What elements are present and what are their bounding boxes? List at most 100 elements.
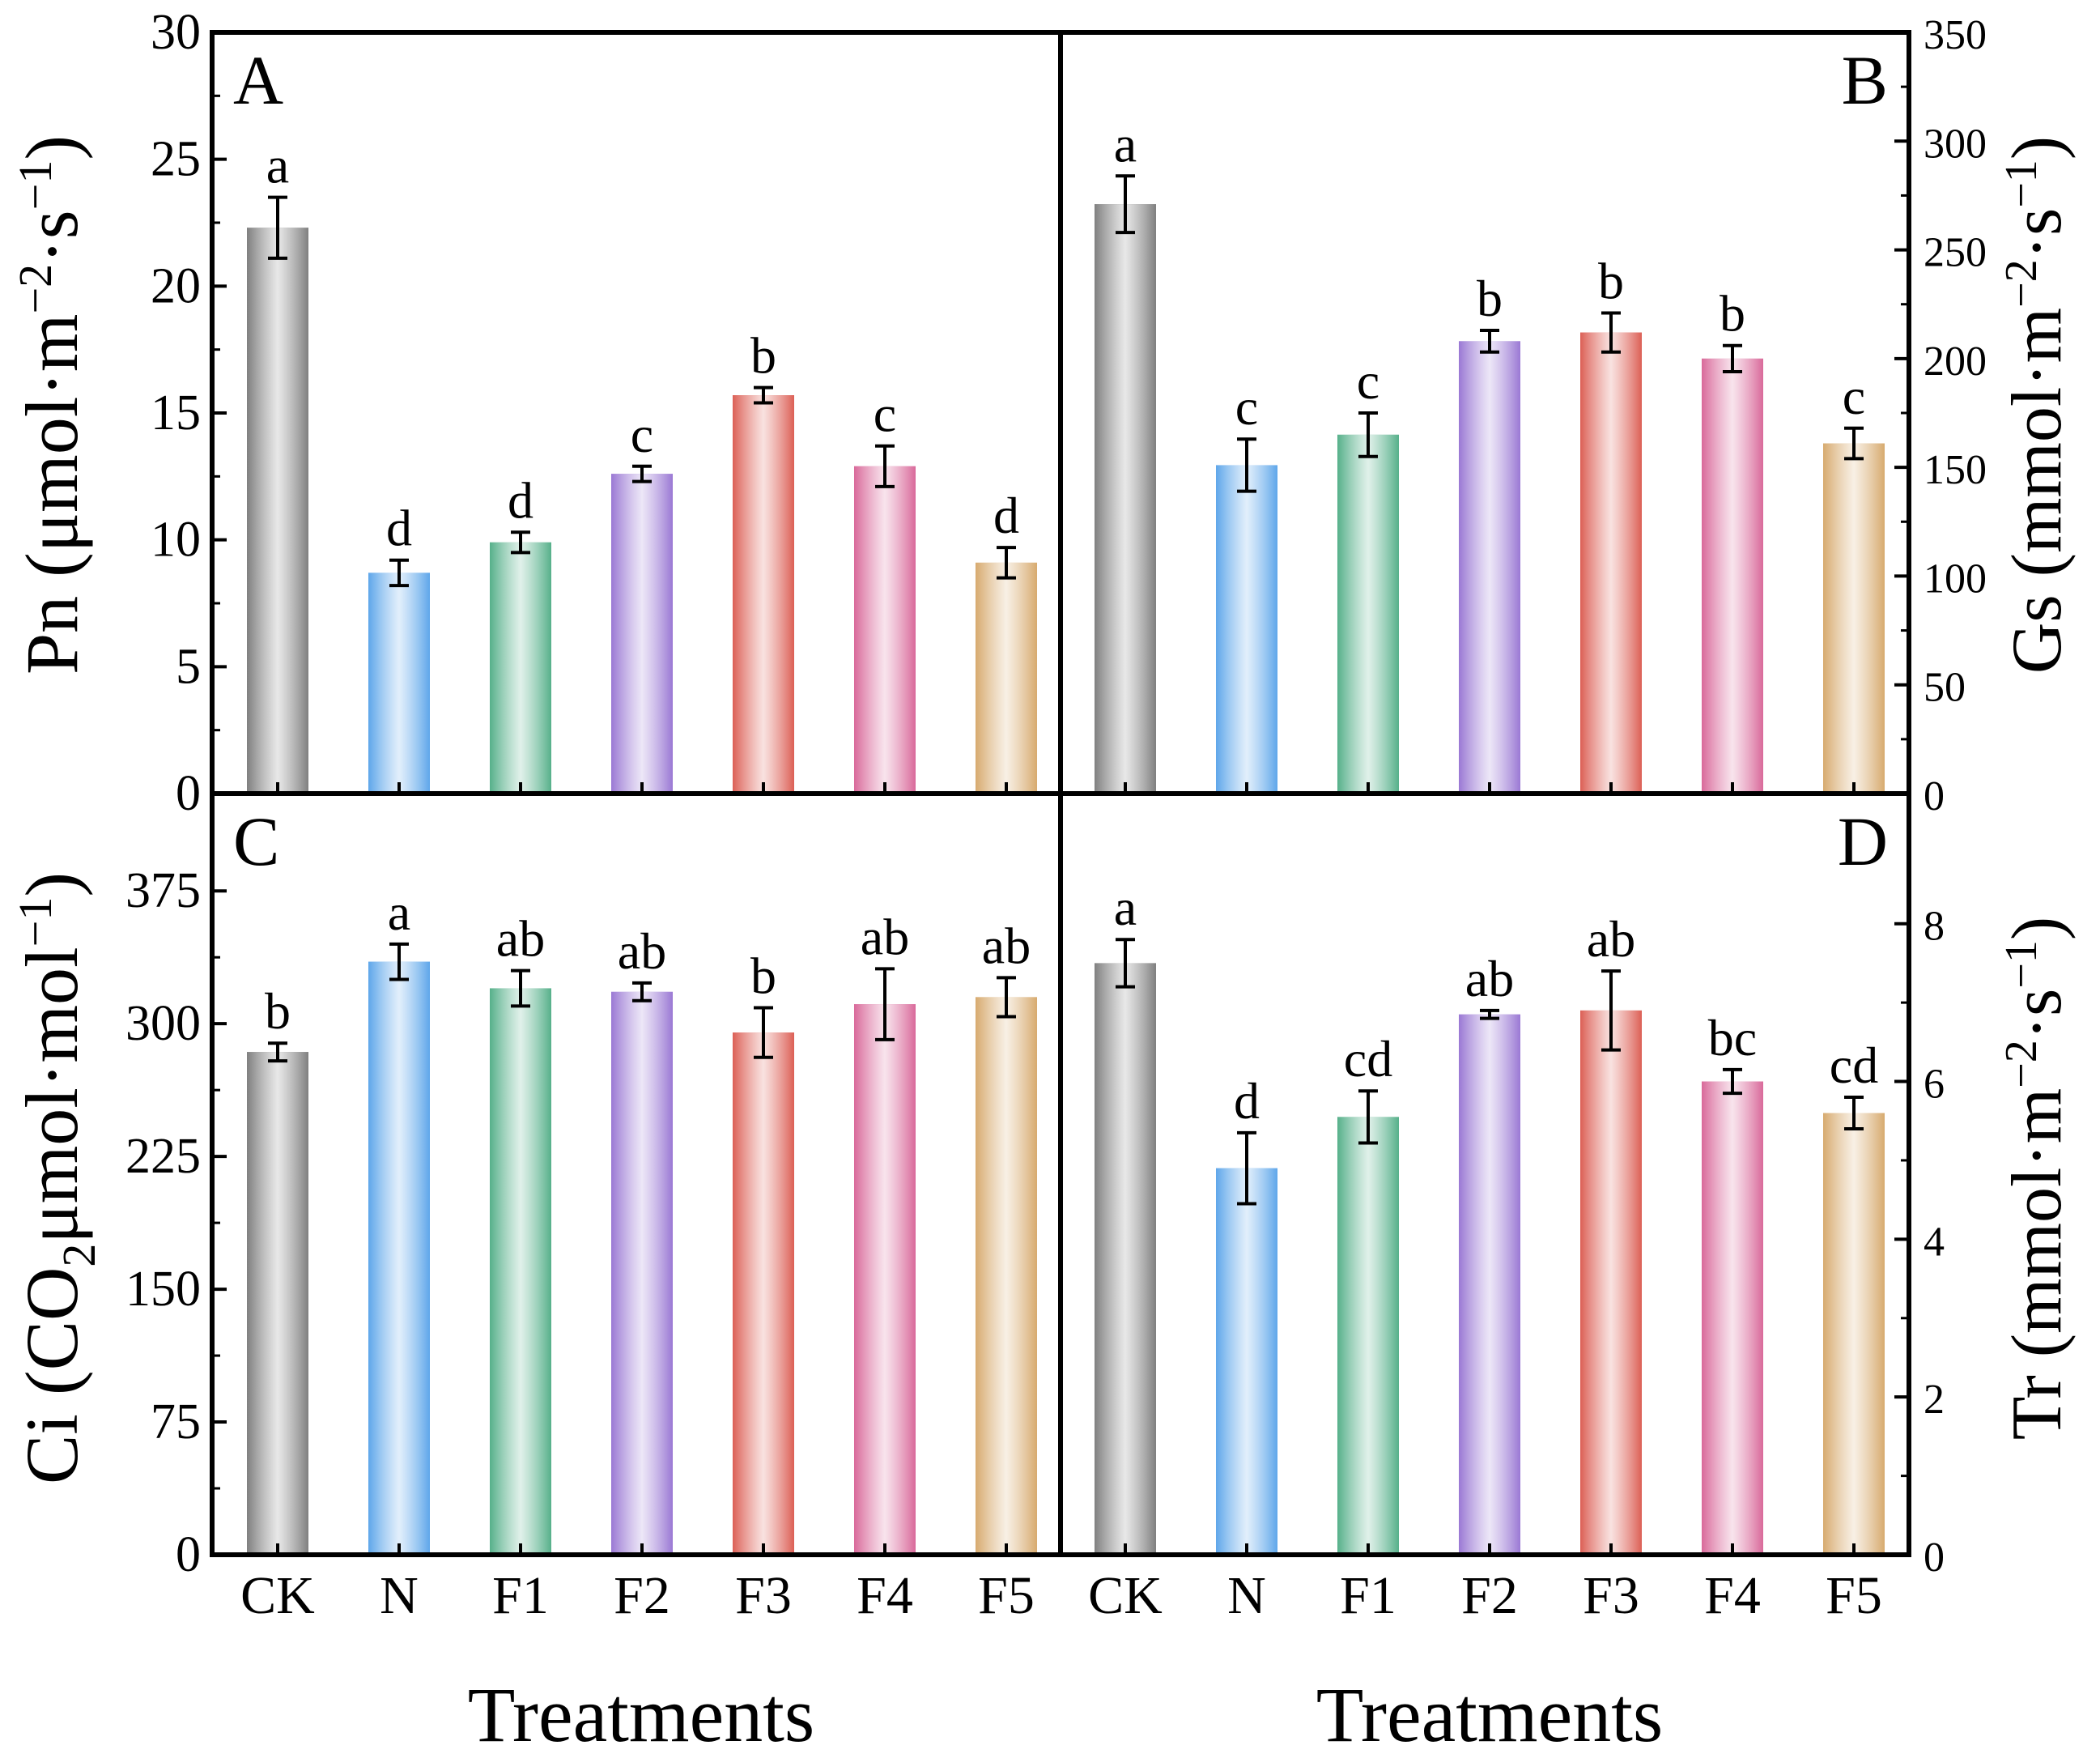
- significance-letter: ab: [861, 908, 909, 965]
- ytick-label: 100: [1924, 555, 1987, 602]
- bar-highlight: [247, 228, 308, 794]
- bar-highlight: [611, 474, 673, 794]
- ytick-label: 2: [1924, 1377, 1945, 1423]
- ytick-label: 8: [1924, 904, 1945, 950]
- ytick-label: 150: [1924, 447, 1987, 493]
- ytick-label: 0: [1924, 1535, 1945, 1581]
- bar-highlight: [1580, 332, 1642, 794]
- xtick-label: CK: [1088, 1566, 1163, 1625]
- significance-letter: bc: [1708, 1009, 1757, 1066]
- panel-d: 0 2 4 6 8 a CK d Ncd F1 ab F2 ab F3 bc F4 cd F5 D: [1088, 802, 1945, 1625]
- ytick-label: 15: [151, 385, 201, 441]
- bar-highlight: [1702, 1081, 1763, 1555]
- ytick-label: 0: [176, 1527, 201, 1582]
- ylabel-panel-a: Pn (μmol·m−2·s−1): [9, 135, 93, 675]
- ylabel-panel-c: Ci (CO2μmol·mol−1): [9, 872, 105, 1484]
- significance-letter: c: [631, 406, 653, 463]
- ytick-label: 350: [1924, 12, 1987, 58]
- significance-letter: b: [750, 947, 776, 1005]
- ytick-label: 50: [1924, 665, 1966, 711]
- ytick-label: 10: [151, 513, 201, 568]
- xtick-label: F2: [614, 1566, 670, 1625]
- significance-letter: a: [1114, 879, 1137, 936]
- bar-highlight: [490, 988, 551, 1555]
- bar-highlight: [1216, 1168, 1277, 1555]
- xtick-label: CK: [240, 1566, 315, 1625]
- ytick-label: 300: [1924, 121, 1987, 167]
- bar-highlight: [976, 997, 1037, 1555]
- ytick-label: 0: [1924, 773, 1945, 819]
- significance-letter: d: [1234, 1072, 1260, 1130]
- bar-highlight: [1459, 341, 1520, 794]
- ytick-label: 300: [125, 996, 201, 1051]
- bar-highlight: [1702, 358, 1763, 794]
- significance-letter: d: [386, 500, 412, 557]
- significance-letter: c: [874, 385, 896, 443]
- significance-letter: b: [750, 327, 776, 385]
- significance-letter: a: [388, 883, 410, 941]
- ylabel-panel-d: Tr (mmol·m−2·s−1): [1996, 917, 2077, 1440]
- bar-highlight: [247, 1052, 308, 1555]
- ytick-label: 250: [1924, 230, 1987, 276]
- significance-letter: c: [1357, 352, 1379, 410]
- bar-highlight: [368, 961, 430, 1555]
- significance-letter: a: [1114, 115, 1137, 172]
- bar-highlight: [611, 991, 673, 1555]
- xtick-label: F5: [978, 1566, 1035, 1625]
- bar-highlight: [368, 573, 430, 794]
- significance-letter: cd: [1344, 1030, 1392, 1088]
- significance-letter: a: [266, 137, 289, 194]
- significance-letter: c: [1235, 378, 1258, 436]
- bar-highlight: [733, 1032, 794, 1555]
- ytick-label: 375: [125, 863, 201, 918]
- ytick-label: 20: [151, 258, 201, 313]
- ytick-label: 0: [176, 766, 201, 821]
- ytick-label: 4: [1924, 1219, 1945, 1265]
- panel-label: C: [233, 802, 279, 880]
- xlabel-right: Treatments: [1316, 1671, 1663, 1758]
- ytick-label: 25: [151, 132, 201, 187]
- significance-letter: ab: [1465, 950, 1514, 1007]
- significance-letter: ab: [496, 910, 545, 968]
- xtick-label: N: [380, 1566, 419, 1625]
- xtick-label: F1: [492, 1566, 549, 1625]
- panel-label: D: [1838, 802, 1888, 880]
- significance-letter: b: [1477, 270, 1503, 327]
- bar-highlight: [854, 466, 916, 794]
- ytick-label: 225: [125, 1129, 201, 1184]
- significance-letter: c: [1843, 368, 1865, 425]
- panel-b: 0 50 100 150 200 250 300 350 a c c b b b c B: [1095, 12, 1987, 819]
- xtick-label: F4: [1704, 1566, 1761, 1625]
- significance-letter: d: [508, 471, 534, 529]
- ylabel-panel-b: Gs (mmol·m−2·s−1): [1996, 136, 2077, 674]
- significance-letter: cd: [1830, 1036, 1878, 1094]
- significance-letter: ab: [618, 922, 666, 980]
- xtick-label: F5: [1826, 1566, 1882, 1625]
- bar-highlight: [1580, 1010, 1642, 1555]
- xtick-label: F3: [735, 1566, 792, 1625]
- significance-letter: b: [265, 982, 291, 1040]
- xtick-label: F2: [1461, 1566, 1518, 1625]
- bar-highlight: [1823, 443, 1885, 794]
- ytick-label: 5: [176, 639, 201, 694]
- significance-letter: d: [993, 487, 1019, 544]
- bar-highlight: [733, 395, 794, 794]
- xtick-label: F4: [857, 1566, 913, 1625]
- bar-highlight: [1459, 1014, 1520, 1555]
- bar-highlight: [854, 1004, 916, 1555]
- bar-highlight: [1823, 1113, 1885, 1555]
- bar-highlight: [1337, 1117, 1399, 1555]
- significance-letter: ab: [982, 917, 1031, 974]
- bar-highlight: [490, 542, 551, 794]
- bar-highlight: [1095, 963, 1156, 1555]
- ytick-label: 30: [151, 5, 201, 60]
- panel-a: 0 5 10 15 20 25 30 a d d c b c d A: [151, 5, 1037, 821]
- xtick-label: F3: [1583, 1566, 1639, 1625]
- bar-highlight: [1216, 465, 1277, 794]
- xtick-label: F1: [1340, 1566, 1396, 1625]
- xtick-label: N: [1227, 1566, 1266, 1625]
- ytick-label: 150: [125, 1262, 201, 1317]
- significance-letter: ab: [1587, 910, 1635, 968]
